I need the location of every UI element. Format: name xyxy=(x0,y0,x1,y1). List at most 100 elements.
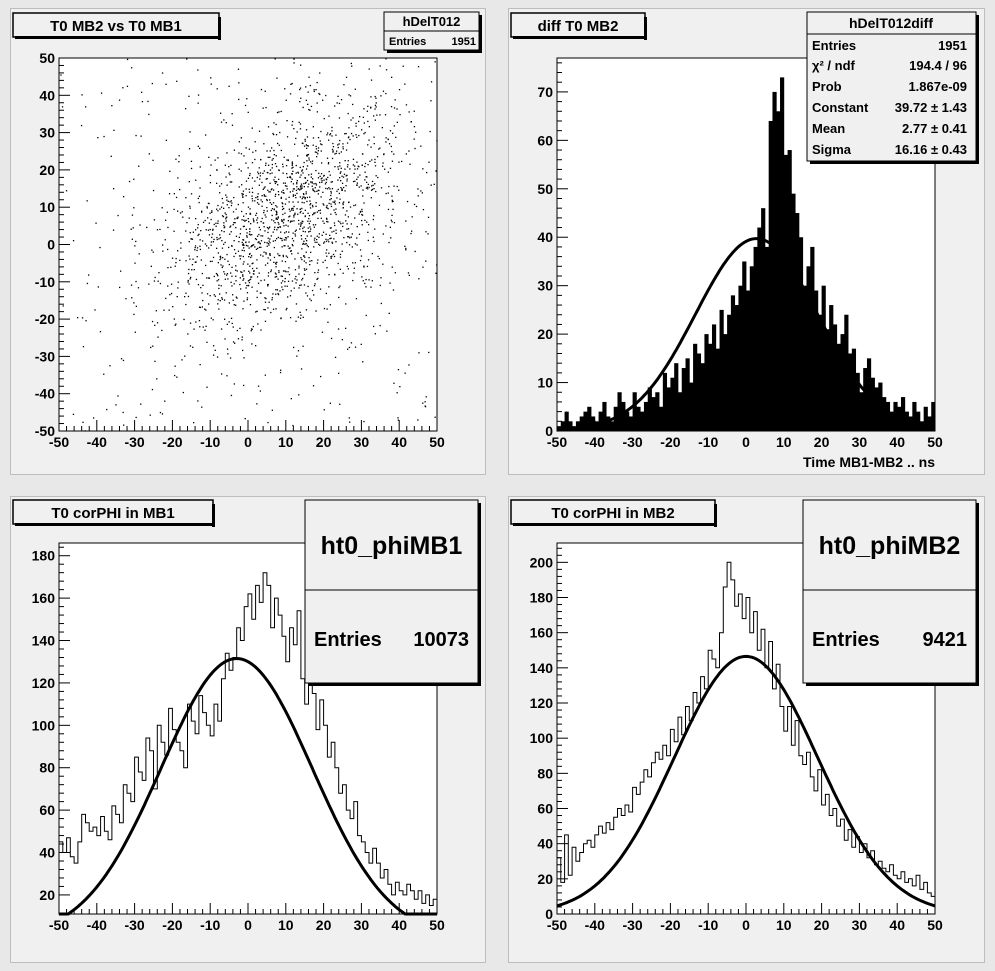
scatter-point xyxy=(299,123,302,125)
scatter-point xyxy=(359,249,362,251)
scatter-point xyxy=(249,213,251,215)
scatter-point xyxy=(316,211,318,213)
scatter-point xyxy=(331,241,333,243)
scatter-point xyxy=(361,224,363,226)
scatter-point xyxy=(292,190,294,192)
x-tick-label: -50 xyxy=(547,434,567,450)
scatter-point xyxy=(349,421,351,423)
scatter-point xyxy=(374,183,376,185)
scatter-point xyxy=(197,94,200,96)
scatter-point xyxy=(219,256,221,258)
scatter-point xyxy=(174,324,176,326)
scatter-point xyxy=(366,186,368,188)
scatter-point xyxy=(321,180,323,182)
scatter-point xyxy=(276,261,278,263)
scatter-point xyxy=(354,346,357,348)
scatter-point xyxy=(279,371,282,374)
scatter-point xyxy=(103,373,105,375)
scatter-point xyxy=(248,148,250,150)
scatter-point xyxy=(329,174,331,176)
scatter-point xyxy=(275,123,277,126)
scatter-point xyxy=(247,206,250,208)
scatter-point xyxy=(281,202,283,204)
scatter-point xyxy=(266,198,268,201)
scatter-point xyxy=(311,162,313,165)
scatter-point xyxy=(346,223,348,225)
scatter-point xyxy=(289,221,292,223)
scatter-point xyxy=(404,372,406,374)
y-tick-label: 100 xyxy=(530,730,554,746)
scatter-point xyxy=(382,162,384,164)
scatter-point xyxy=(299,87,302,89)
scatter-point xyxy=(226,274,228,276)
y-tick-label: -10 xyxy=(35,274,55,290)
scatter-point xyxy=(306,136,309,138)
histogram-bar xyxy=(874,387,879,431)
scatter-point xyxy=(93,417,95,419)
x-axis-label: Time MB1-MB2 .. ns xyxy=(803,454,935,470)
scatter-point xyxy=(65,190,68,192)
scatter-point xyxy=(330,257,332,259)
scatter-point xyxy=(305,268,308,270)
scatter-point xyxy=(249,208,251,210)
scatter-point xyxy=(305,129,308,131)
scatter-point xyxy=(218,238,220,240)
scatter-point xyxy=(275,293,277,295)
scatter-point xyxy=(210,218,212,221)
scatter-point xyxy=(130,284,133,286)
scatter-point xyxy=(318,172,320,174)
x-tick-label: 0 xyxy=(742,434,750,450)
scatter-point xyxy=(362,280,364,282)
scatter-point xyxy=(342,202,344,204)
scatter-point xyxy=(321,162,323,164)
scatter-point xyxy=(267,262,269,264)
scatter-point xyxy=(235,280,237,282)
histogram-bar xyxy=(814,290,819,431)
scatter-point xyxy=(207,217,209,219)
scatter-point xyxy=(321,331,324,333)
scatter-point xyxy=(289,247,291,249)
scatter-point xyxy=(325,206,328,208)
scatter-point xyxy=(228,263,230,266)
scatter-point xyxy=(301,198,303,200)
scatter-point xyxy=(375,97,377,99)
scatter-point xyxy=(236,270,238,272)
scatter-point xyxy=(345,185,347,187)
scatter-point xyxy=(267,285,269,287)
scatter-point xyxy=(316,156,318,158)
scatter-point xyxy=(296,355,298,357)
scatter-point xyxy=(397,419,399,421)
y-tick-label: 80 xyxy=(537,765,553,781)
scatter-point xyxy=(233,383,235,385)
scatter-point xyxy=(300,183,303,185)
scatter-point xyxy=(269,169,272,171)
scatter-point xyxy=(267,284,269,286)
scatter-point xyxy=(388,185,390,188)
x-tick-label: 20 xyxy=(814,917,830,933)
scatter-point xyxy=(271,297,273,299)
scatter-point xyxy=(414,147,416,150)
scatter-point xyxy=(213,275,215,278)
scatter-point xyxy=(267,242,269,245)
scatter-point xyxy=(229,357,232,359)
scatter-point xyxy=(333,255,336,258)
scatter-point xyxy=(223,222,225,224)
scatter-point xyxy=(86,200,88,202)
scatter-point xyxy=(393,125,395,127)
scatter-point xyxy=(338,192,340,195)
scatter-point xyxy=(427,233,429,235)
scatter-point xyxy=(297,350,300,352)
scatter-point xyxy=(360,255,363,257)
scatter-point xyxy=(241,184,243,186)
scatter-point xyxy=(165,219,167,221)
scatter-point xyxy=(320,173,323,175)
scatter-point xyxy=(329,227,331,229)
stats-title: ht0_phiMB1 xyxy=(321,532,463,560)
histogram-bar xyxy=(719,309,724,431)
scatter-point xyxy=(234,222,236,224)
scatter-point xyxy=(293,188,295,190)
scatter-point xyxy=(157,336,159,338)
scatter-point xyxy=(357,176,359,178)
scatter-point xyxy=(241,249,243,251)
scatter-point xyxy=(391,76,393,78)
